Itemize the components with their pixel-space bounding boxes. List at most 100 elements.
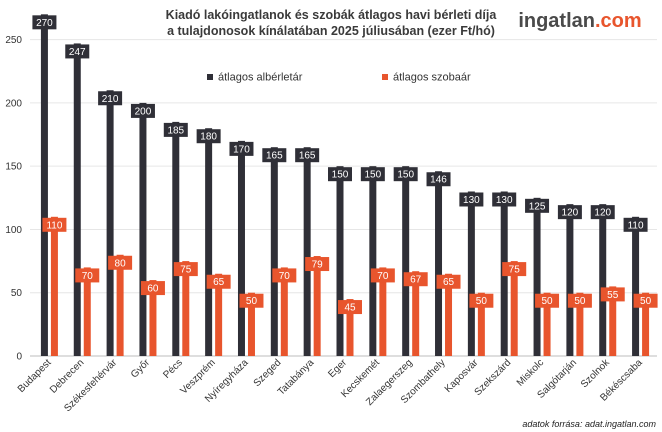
data-label-box: [295, 148, 320, 163]
data-label-box: [436, 274, 461, 289]
data-label: 55: [607, 290, 619, 301]
data-label: 210: [102, 94, 119, 105]
x-tick-label: Miskolc: [515, 357, 546, 388]
legend-swatch: [382, 74, 388, 80]
data-label: 150: [332, 170, 349, 181]
svg-text:ingatlan.com: ingatlan.com: [518, 10, 641, 32]
bar-albereletar: [533, 197, 541, 356]
bar-albereletar: [139, 102, 147, 356]
y-tick-label: 50: [11, 288, 23, 299]
x-tick-label: Győr: [129, 357, 153, 381]
bar-albereletar: [599, 204, 607, 356]
bar-szobaar: [576, 292, 584, 356]
bar-szobaar: [510, 261, 518, 356]
data-label: 165: [266, 151, 283, 162]
bar-szobaar: [379, 267, 387, 356]
data-label: 80: [115, 258, 127, 269]
data-label-box: [108, 255, 133, 270]
data-label: 130: [496, 195, 513, 206]
data-label: 125: [529, 201, 546, 212]
y-tick-label: 0: [16, 352, 22, 363]
legend-label: átlagos albérletár: [218, 72, 303, 84]
data-label-box: [370, 268, 395, 283]
bar-albereletar: [172, 121, 180, 357]
bar-szobaar: [313, 256, 321, 356]
data-label-box: [65, 44, 90, 59]
bar-szobaar: [642, 292, 650, 356]
legend-swatch: [207, 74, 213, 80]
data-label: 150: [397, 170, 414, 181]
bar-albereletar: [106, 90, 114, 356]
data-label-box: [459, 192, 484, 207]
data-label-box: [633, 293, 658, 308]
y-tick-label: 250: [5, 35, 22, 46]
x-tick-label: Pécs: [161, 357, 185, 381]
data-label: 150: [364, 170, 381, 181]
data-label: 70: [82, 271, 94, 282]
data-label: 79: [312, 260, 324, 271]
bar-szobaar: [477, 292, 485, 356]
bar-szobaar: [346, 299, 354, 356]
bar-albereletar: [336, 166, 344, 356]
x-tick-label: Eger: [326, 357, 349, 380]
bar-albereletar: [435, 171, 443, 356]
data-label: 50: [246, 296, 258, 307]
bar-szobaar: [445, 273, 453, 356]
data-label-box: [98, 91, 123, 106]
data-label-box: [590, 205, 615, 220]
data-label-box: [557, 205, 582, 220]
x-tick-label: Szeged: [252, 357, 284, 389]
brand-logo-main: ingatlan: [518, 10, 595, 32]
data-label: 70: [279, 271, 291, 282]
data-label-box: [163, 122, 188, 137]
data-label: 110: [46, 220, 62, 231]
data-label: 247: [69, 47, 86, 58]
data-label-box: [140, 281, 165, 296]
data-label-box: [173, 262, 198, 277]
bar-albereletar: [467, 191, 475, 356]
data-label: 45: [344, 303, 356, 314]
data-label: 120: [594, 208, 611, 219]
data-label-box: [492, 192, 517, 207]
data-label: 120: [562, 208, 579, 219]
data-label-box: [502, 262, 527, 277]
data-label-box: [206, 274, 231, 289]
data-label: 110: [628, 220, 644, 231]
data-label-box: [305, 257, 330, 272]
data-label-box: [338, 300, 362, 315]
bar-szobaar: [543, 292, 551, 356]
data-label-box: [623, 217, 648, 232]
data-label-box: [600, 287, 625, 302]
data-label: 50: [640, 296, 652, 307]
brand-logo-suffix: .com: [595, 10, 642, 32]
bar-albereletar: [303, 147, 311, 356]
source-note: adatok forrása: adat.ingatlan.com: [522, 419, 656, 429]
data-label-box: [239, 293, 264, 308]
x-tick-label: Szolnok: [579, 357, 613, 391]
bar-szobaar: [412, 271, 420, 356]
data-label: 165: [299, 151, 316, 162]
data-label-box: [196, 129, 221, 144]
data-label-box: [525, 198, 550, 213]
data-label-box: [75, 268, 100, 283]
bar-albereletar: [270, 147, 278, 356]
chart-title-line1: Kiadó lakóingatlanok és szobák átlagos h…: [166, 8, 498, 22]
data-label: 70: [377, 271, 389, 282]
bar-szobaar: [149, 280, 157, 356]
data-label: 50: [541, 296, 553, 307]
data-label-box: [535, 293, 560, 308]
data-label-box: [42, 217, 67, 232]
bar-szobaar: [280, 267, 288, 356]
bar-szobaar: [83, 267, 91, 356]
data-label-box: [469, 293, 494, 308]
data-label-box: [32, 15, 57, 30]
bar-albereletar: [566, 204, 574, 356]
data-label: 170: [233, 144, 250, 155]
y-tick-label: 100: [5, 225, 22, 236]
data-label-box: [567, 293, 592, 308]
data-label: 50: [476, 296, 488, 307]
bar-albereletar: [369, 166, 377, 356]
bars-group: 270 110 247 70 210 80 200 60 185 75 180 65 170 50 165 7…: [32, 14, 658, 357]
data-label: 146: [430, 175, 447, 186]
